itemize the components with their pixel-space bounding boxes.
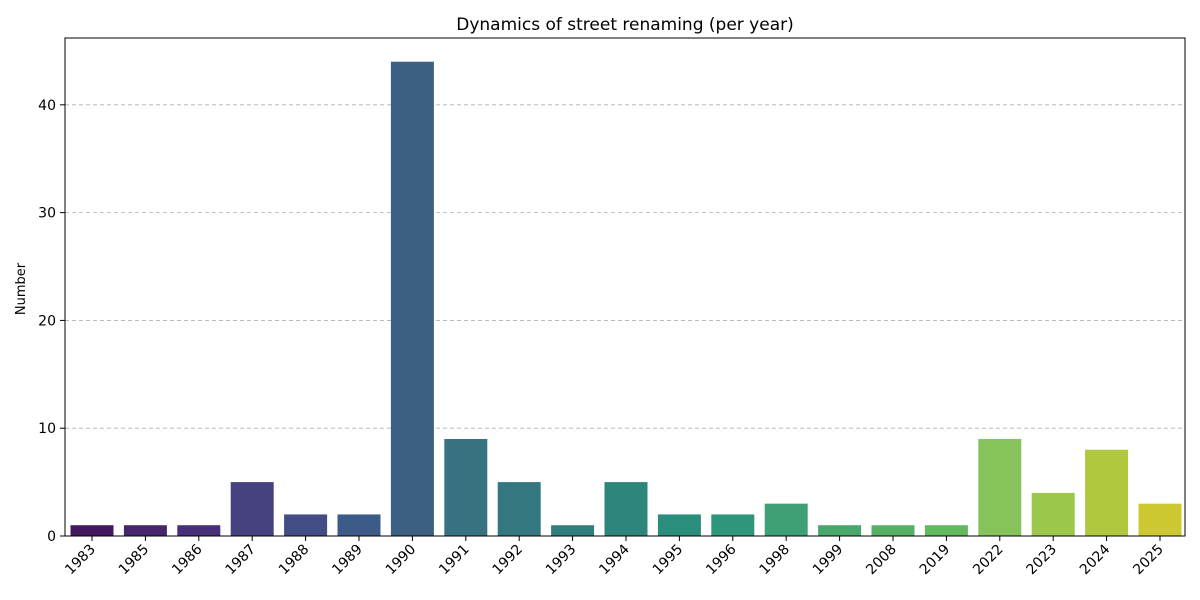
bar bbox=[230, 482, 274, 536]
bar bbox=[70, 525, 114, 536]
bar bbox=[924, 525, 968, 536]
bar bbox=[444, 438, 488, 536]
x-tick-label: 1996 bbox=[703, 541, 740, 578]
bar bbox=[978, 438, 1022, 536]
x-tick-label: 1991 bbox=[436, 542, 473, 579]
y-tick-label: 30 bbox=[38, 206, 56, 222]
x-tick-label: 1986 bbox=[169, 541, 206, 578]
chart-title: Dynamics of street renaming (per year) bbox=[456, 15, 794, 35]
bars bbox=[70, 61, 1182, 536]
x-tick-label: 1983 bbox=[62, 542, 99, 579]
x-tick-label: 2025 bbox=[1130, 542, 1167, 579]
x-tick-label: 1998 bbox=[757, 542, 794, 579]
bar bbox=[284, 514, 328, 536]
bar bbox=[657, 514, 701, 536]
x-axis-ticks: 1983 1985 1986 1987 1988 1989 1990 1991 1992 1993… bbox=[62, 536, 1167, 578]
x-tick-label: 1987 bbox=[223, 542, 260, 579]
bar bbox=[1085, 449, 1129, 536]
bar bbox=[818, 525, 862, 536]
bar bbox=[604, 482, 648, 536]
x-tick-label: 1994 bbox=[596, 541, 633, 578]
x-tick-label: 1993 bbox=[543, 542, 580, 579]
x-tick-label: 1999 bbox=[810, 542, 847, 579]
y-axis-label: Number bbox=[14, 262, 29, 315]
gridlines bbox=[65, 104, 1185, 429]
x-tick-label: 1985 bbox=[116, 542, 153, 579]
x-tick-label: 2023 bbox=[1024, 542, 1061, 579]
x-tick-label: 1990 bbox=[383, 542, 420, 579]
bar bbox=[764, 503, 808, 536]
bar bbox=[390, 61, 434, 536]
y-tick-label: 0 bbox=[47, 529, 56, 545]
bar bbox=[1031, 492, 1075, 536]
x-tick-label: 1988 bbox=[276, 542, 313, 579]
y-tick-label: 40 bbox=[38, 98, 56, 114]
x-tick-label: 2022 bbox=[970, 542, 1007, 579]
bar bbox=[551, 525, 595, 536]
x-tick-label: 2008 bbox=[863, 542, 900, 579]
bar bbox=[1138, 503, 1182, 536]
bar bbox=[123, 525, 167, 536]
bar bbox=[497, 482, 541, 536]
bar bbox=[337, 514, 381, 536]
bar bbox=[711, 514, 755, 536]
x-tick-label: 1992 bbox=[490, 542, 527, 579]
x-tick-label: 2024 bbox=[1077, 541, 1114, 578]
plot-frame bbox=[64, 37, 1186, 537]
x-tick-label: 1995 bbox=[650, 542, 687, 579]
y-axis-ticks: 0 10 20 30 40 bbox=[38, 98, 65, 545]
y-tick-label: 20 bbox=[38, 313, 56, 329]
x-tick-label: 2019 bbox=[917, 542, 954, 579]
bar bbox=[871, 525, 915, 536]
bar bbox=[177, 525, 221, 536]
y-tick-label: 10 bbox=[38, 421, 56, 437]
x-tick-label: 1989 bbox=[329, 542, 366, 579]
